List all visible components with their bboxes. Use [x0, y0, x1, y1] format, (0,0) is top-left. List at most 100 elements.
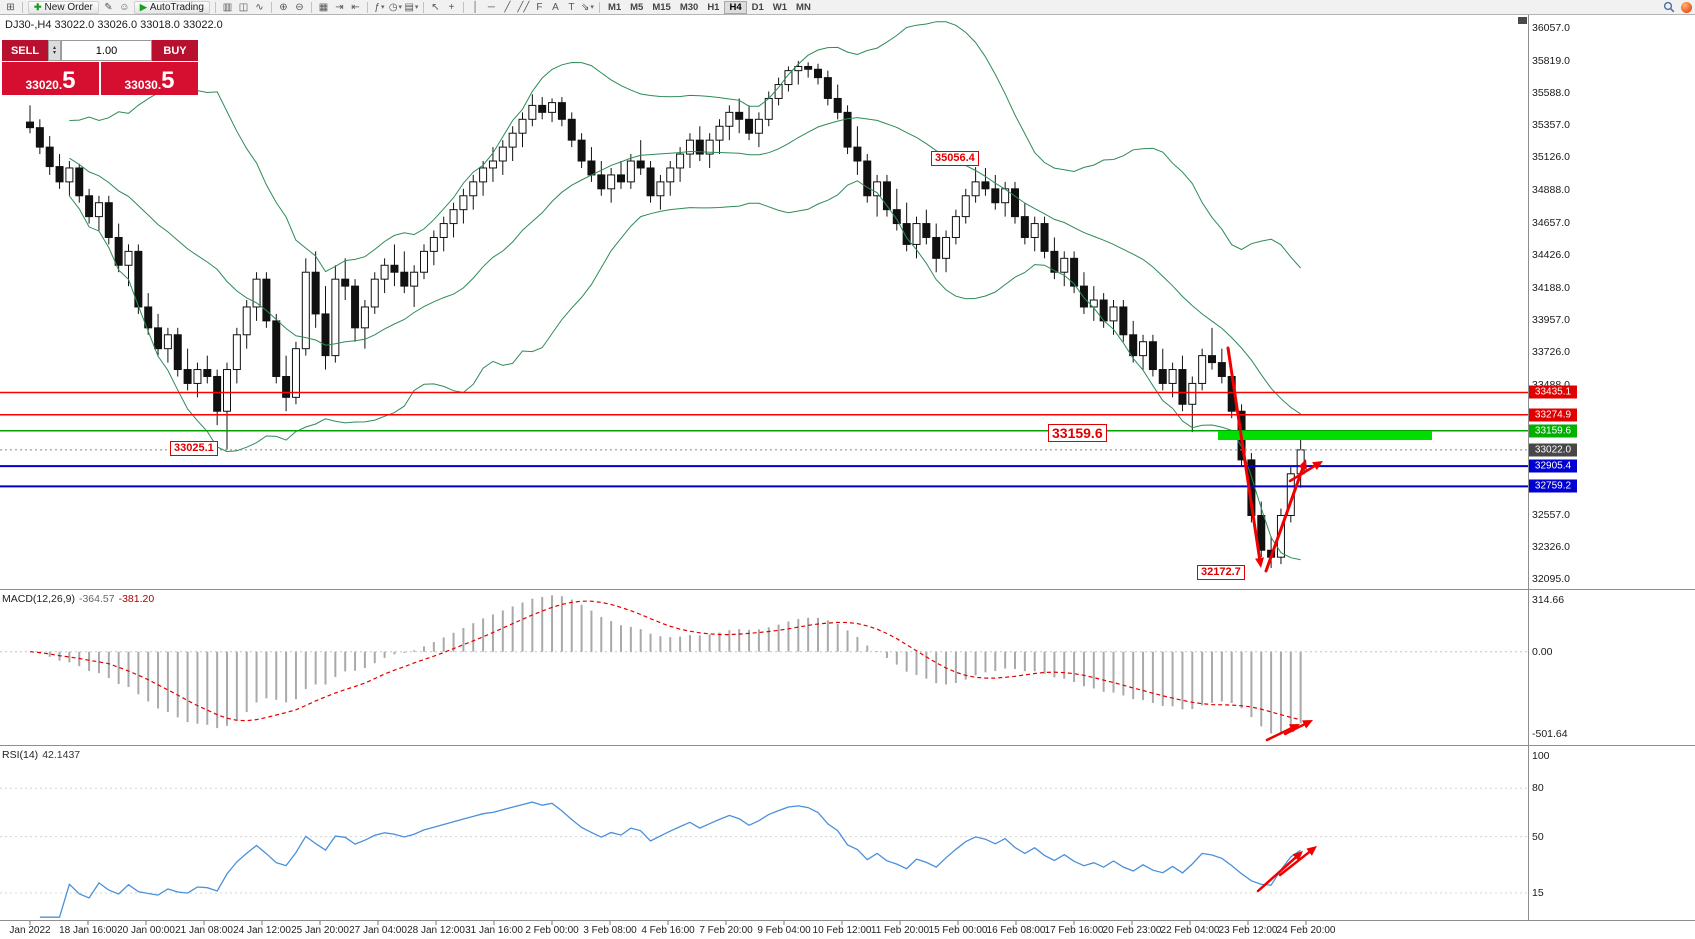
timeframe-m1-button[interactable]: M1: [607, 1, 622, 13]
time-axis-label: 23 Feb 12:00: [1218, 925, 1278, 936]
sell-button[interactable]: SELL: [2, 40, 48, 61]
timeframe-h1-button[interactable]: H1: [707, 1, 720, 13]
price-axis-label: 33957.0: [1532, 313, 1570, 326]
timeframe-h4-button[interactable]: H4: [724, 0, 747, 14]
metaeditor-icon[interactable]: ✎: [104, 1, 113, 13]
time-axis-label: 18 Jan 16:00: [59, 925, 117, 936]
price-callout[interactable]: 35056.4: [931, 151, 979, 166]
price-axis-label: 33726.0: [1532, 346, 1570, 358]
volume-stepper[interactable]: ▴ ▾: [48, 40, 61, 61]
price-axis-label: 36057.0: [1532, 21, 1570, 34]
time-axis-label: 2 Feb 00:00: [525, 925, 579, 936]
main-chart-panel[interactable]: [0, 15, 1695, 589]
rsi-axis-label: 100: [1532, 750, 1550, 762]
volume-down-icon[interactable]: ▾: [52, 49, 56, 56]
macd-name: MACD(12,26,9): [2, 593, 75, 605]
rsi-axis-label: 50: [1532, 830, 1544, 843]
price-callout[interactable]: 32172.7: [1197, 565, 1245, 580]
crosshair-icon[interactable]: +: [448, 1, 455, 13]
time-axis-label: 24 Feb 20:00: [1276, 925, 1336, 936]
macd-panel[interactable]: [0, 590, 1695, 745]
time-axis-label: 25 Jan 20:00: [291, 925, 349, 936]
time-axis-label: 4 Feb 16:00: [641, 925, 695, 936]
dropdown-caret-icon: ▾: [398, 4, 403, 11]
time-axis-label: 10 Feb 12:00: [812, 925, 872, 936]
timeframe-mn-button[interactable]: MN: [796, 1, 811, 13]
timeframe-m15-button[interactable]: M15: [652, 1, 671, 13]
community-icon[interactable]: ☺: [119, 1, 130, 13]
time-axis-label: 17 Feb 16:00: [1044, 925, 1104, 936]
time-axis[interactable]: [0, 921, 1695, 939]
toolbar-separator: [214, 1, 216, 13]
panel-separator[interactable]: [0, 589, 1695, 590]
rsi-panel[interactable]: [0, 746, 1695, 920]
timeframe-d1-button[interactable]: D1: [751, 1, 764, 13]
toolbar-separator: [422, 1, 424, 13]
time-axis-label: 11 Feb 20:00: [870, 925, 930, 936]
symbol-info: DJ30-,H4 33022.0 33026.0 33018.0 33022.0: [5, 19, 223, 31]
sell-price-button[interactable]: 33020. 5: [2, 62, 99, 95]
price-axis-label: 35819.0: [1532, 55, 1570, 68]
chart-shift-icon[interactable]: ⇤: [351, 1, 360, 13]
line-chart-icon[interactable]: ∿: [255, 1, 264, 13]
time-axis-label: 15 Feb 00:00: [928, 925, 988, 936]
volume-up-icon[interactable]: ▴: [52, 44, 56, 51]
macd-signal-value: -381.20: [118, 593, 155, 605]
trendline-icon[interactable]: ╱: [504, 1, 511, 13]
toolbar: ⊞ ✚ New Order ✎ ☺ ▶ AutoTrading ▥ ◫ ∿ ⊕ ⊖ ▦ ⇥ ⇤ ƒ ▾ ◷ ▾ ▤ ▾ ↖…: [0, 0, 1695, 15]
new-order-button[interactable]: ✚ New Order: [28, 0, 99, 14]
price-level-badge: 32759.2: [1529, 479, 1577, 493]
price-axis-label: 32326.0: [1532, 540, 1570, 553]
label-icon[interactable]: T: [568, 1, 575, 13]
cursor-icon[interactable]: ↖: [431, 1, 440, 13]
one-click-trading-panel: SELL ▴ ▾ BUY 33020.5 33030.5: [2, 40, 198, 95]
macd-axis-label: 0.00: [1532, 645, 1553, 658]
timeframe-m5-button[interactable]: M5: [630, 1, 644, 13]
bar-chart-icon[interactable]: ▥: [222, 1, 233, 13]
dropdown-caret-icon: ▾: [380, 4, 385, 11]
timeframe-m30-button[interactable]: M30: [679, 1, 699, 13]
templates-icon[interactable]: ▤ ▾: [404, 1, 419, 13]
chart-shift-marker[interactable]: [1518, 17, 1527, 24]
time-axis-label: 7 Feb 20:00: [699, 925, 753, 936]
vertical-line-icon[interactable]: │: [472, 1, 479, 13]
price-callout[interactable]: 33159.6: [1048, 424, 1107, 442]
new-chart-icon[interactable]: ⊞: [6, 1, 15, 13]
price-level-badge: 33274.9: [1529, 408, 1577, 422]
auto-scroll-icon[interactable]: ⇥: [335, 1, 344, 13]
indicators-icon[interactable]: ƒ ▾: [374, 1, 385, 13]
price-axis-label: 32557.0: [1532, 508, 1570, 521]
horizontal-line-icon[interactable]: ─: [487, 1, 495, 13]
periods-icon[interactable]: ◷ ▾: [388, 1, 403, 13]
channel-icon[interactable]: ╱╱: [517, 1, 530, 13]
volume-input[interactable]: [61, 40, 152, 61]
price-callout[interactable]: 33025.1: [170, 441, 218, 456]
rsi-name: RSI(14): [2, 749, 39, 761]
text-icon[interactable]: A: [552, 1, 559, 13]
rsi-value: 42.1437: [42, 749, 81, 761]
candlestick-chart-icon[interactable]: ◫: [238, 1, 249, 13]
price-level-badge: 33159.6: [1529, 424, 1577, 438]
timeframe-w1-button[interactable]: W1: [772, 1, 788, 13]
zoom-in-icon[interactable]: ⊕: [279, 1, 288, 13]
fibonacci-icon[interactable]: F: [536, 1, 543, 13]
arrows-tool-icon[interactable]: ⇘ ▾: [580, 1, 594, 13]
time-axis-label: 3 Feb 08:00: [583, 925, 637, 936]
time-axis-label: 9 Feb 04:00: [757, 925, 811, 936]
autotrading-button[interactable]: ▶ AutoTrading: [133, 0, 210, 14]
search-icon[interactable]: [1661, 1, 1676, 14]
dropdown-caret-icon: ▾: [590, 4, 594, 11]
buy-button[interactable]: BUY: [152, 40, 198, 61]
time-axis-label: Jan 2022: [9, 925, 51, 936]
price-level-badge: 33435.1: [1529, 385, 1577, 399]
time-axis-label: 20 Jan 00:00: [117, 925, 175, 936]
panel-separator[interactable]: [0, 745, 1695, 746]
macd-label: MACD(12,26,9) -364.57 -381.20: [2, 593, 154, 605]
tile-windows-icon[interactable]: ▦: [318, 1, 329, 13]
macd-value: -364.57: [78, 593, 115, 605]
buy-price-button[interactable]: 33030. 5: [101, 62, 198, 95]
zoom-out-icon[interactable]: ⊖: [295, 1, 304, 13]
price-axis-label: 35357.0: [1532, 119, 1570, 132]
price-axis-label: 35126.0: [1532, 151, 1570, 164]
